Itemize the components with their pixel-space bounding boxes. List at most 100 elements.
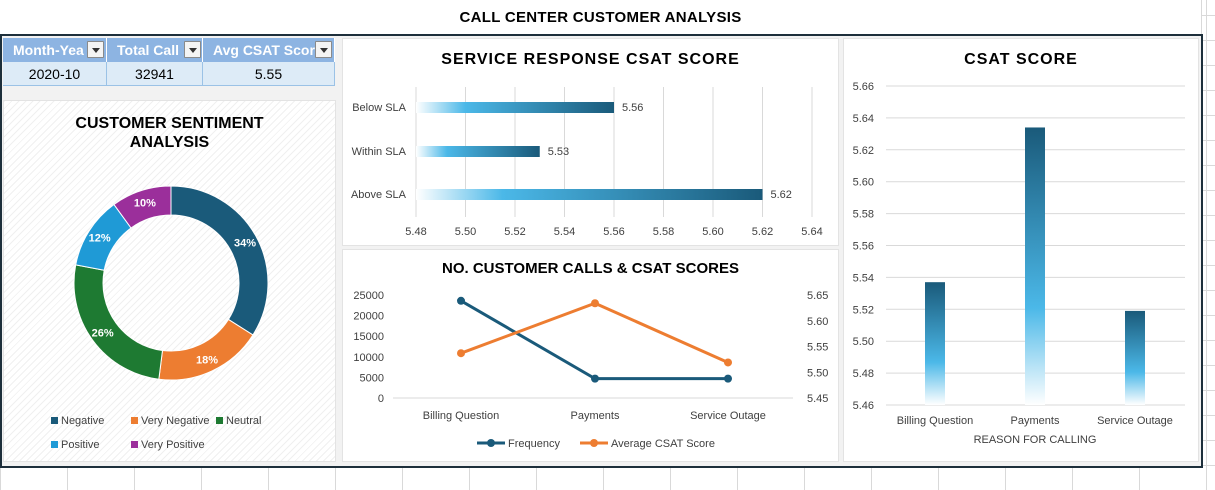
calls-csat-title: NO. CUSTOMER CALLS & CSAT SCORES	[442, 260, 739, 277]
legend-marker	[487, 439, 495, 447]
pivot-header-total-calls-label: Total Call	[117, 42, 179, 58]
pivot-cell-avg-csat[interactable]: 5.55	[203, 62, 335, 86]
legend-label: Very Positive	[141, 439, 205, 451]
legend-marker	[590, 439, 598, 447]
bar	[416, 189, 763, 200]
filter-dropdown-icon[interactable]	[184, 41, 201, 58]
data-point	[591, 299, 599, 308]
legend-label: Very Negative	[141, 415, 209, 427]
calls-csat-chart: 25000 20000 15000 10000 5000 0 5.65 5.60 5.55 5.5…	[353, 290, 828, 450]
y-left-tick-label: 10000	[353, 352, 384, 364]
donut-data-label: 34%	[234, 237, 256, 249]
legend-label: Positive	[61, 439, 100, 451]
y-tick-label: 5.48	[853, 368, 874, 380]
bar	[1025, 127, 1045, 405]
filter-dropdown-icon[interactable]	[315, 41, 332, 58]
legend-label: Neutral	[226, 415, 261, 427]
legend-label: Average CSAT Score	[611, 438, 715, 450]
pivot-cell-month[interactable]: 2020-10	[3, 62, 107, 86]
csat-score-panel: CSAT SCORE 5.66 5.64 5.62 5.60 5.58 5.56 5.54 5…	[843, 38, 1199, 462]
sentiment-title-line-2: ANALYSIS	[129, 134, 210, 151]
donut-data-label: 10%	[134, 198, 156, 210]
service-response-panel: SERVICE RESPONSE CSAT SCORE 5.48 5.50 5.52…	[342, 38, 839, 246]
filter-dropdown-icon[interactable]	[87, 41, 104, 58]
y-left-tick-label: 0	[378, 393, 384, 405]
pivot-header-month[interactable]: Month-Yea	[3, 38, 107, 62]
y-category-label: Below SLA	[352, 102, 406, 114]
data-point	[457, 349, 465, 358]
bar	[925, 282, 945, 405]
x-tick-label: 5.50	[455, 226, 476, 238]
donut-slice-very-positive	[113, 185, 172, 229]
y-right-tick-label: 5.55	[807, 342, 828, 354]
y-tick-label: 5.56	[853, 241, 874, 253]
y-right-tick-label: 5.50	[807, 367, 828, 379]
data-point	[591, 374, 599, 383]
legend-label: Negative	[61, 415, 104, 427]
x-tick-label: 5.60	[702, 226, 723, 238]
csat-score-chart: 5.66 5.64 5.62 5.60 5.58 5.56 5.54 5.52 5.50 5.48…	[853, 81, 1185, 446]
y-tick-label: 5.52	[853, 304, 874, 316]
bar	[416, 102, 614, 113]
y-category-label: Within SLA	[352, 146, 407, 158]
series-line-average-csat-score	[460, 301, 729, 364]
y-tick-label: 5.50	[853, 336, 874, 348]
legend-label: Frequency	[508, 438, 560, 450]
x-tick-label: 5.54	[554, 226, 575, 238]
y-left-tick-label: 5000	[360, 372, 384, 384]
y-tick-label: 5.60	[853, 177, 874, 189]
donut-slice-neutral	[73, 264, 164, 380]
x-category-label: Service Outage	[690, 410, 766, 422]
x-tick-label: 5.62	[752, 226, 773, 238]
y-tick-label: 5.46	[853, 400, 874, 412]
x-tick-label: 5.64	[801, 226, 822, 238]
x-category-label: Billing Question	[897, 415, 973, 427]
data-point	[457, 296, 465, 305]
pivot-header-avg-csat[interactable]: Avg CSAT Scor	[203, 38, 335, 62]
pivot-cell-total-calls[interactable]: 32941	[107, 62, 203, 86]
legend-marker	[51, 417, 58, 424]
y-right-tick-label: 5.60	[807, 316, 828, 328]
y-left-tick-label: 20000	[353, 311, 384, 323]
pivot-header-month-label: Month-Yea	[13, 42, 84, 58]
y-tick-label: 5.64	[853, 113, 874, 125]
x-tick-label: 5.56	[603, 226, 624, 238]
page-title: CALL CENTER CUSTOMER ANALYSIS	[0, 0, 1202, 34]
data-label: 5.62	[771, 189, 792, 201]
donut-data-label: 26%	[92, 328, 114, 340]
donut-slice-negative	[170, 185, 269, 336]
x-category-label: Billing Question	[423, 410, 499, 422]
bar	[1125, 310, 1145, 405]
y-right-tick-label: 5.65	[807, 290, 828, 302]
data-point	[724, 374, 732, 383]
x-tick-label: 5.52	[504, 226, 525, 238]
y-tick-label: 5.62	[853, 145, 874, 157]
legend-marker	[51, 441, 58, 448]
donut-data-label: 18%	[196, 354, 218, 366]
y-left-tick-label: 15000	[353, 331, 384, 343]
data-label: 5.56	[622, 102, 643, 114]
service-response-chart: 5.48 5.50 5.52 5.54 5.56 5.58 5.60 5.62 5.64 Belo…	[351, 87, 823, 238]
data-point	[724, 358, 732, 367]
x-category-label: Service Outage	[1097, 415, 1173, 427]
donut-data-label: 12%	[89, 233, 111, 245]
donut-slice-very-negative	[158, 318, 254, 381]
pivot-header-total-calls[interactable]: Total Call	[107, 38, 203, 62]
sentiment-title: CUSTOMER SENTIMENT ANALYSIS	[4, 114, 335, 152]
legend-marker	[131, 417, 138, 424]
x-tick-label: 5.48	[405, 226, 426, 238]
sentiment-title-line-1: CUSTOMER SENTIMENT	[75, 115, 264, 132]
calls-csat-panel: NO. CUSTOMER CALLS & CSAT SCORES 25000 20…	[342, 249, 839, 462]
y-tick-label: 5.58	[853, 209, 874, 221]
data-label: 5.53	[548, 146, 569, 158]
x-category-label: Payments	[1011, 415, 1060, 427]
x-category-label: Payments	[571, 410, 620, 422]
y-tick-label: 5.66	[853, 81, 874, 93]
x-tick-label: 5.58	[653, 226, 674, 238]
x-axis-title: REASON FOR CALLING	[974, 434, 1097, 446]
csat-score-title: CSAT SCORE	[964, 51, 1078, 68]
legend-marker	[216, 417, 223, 424]
y-tick-label: 5.54	[853, 272, 874, 284]
sentiment-donut-chart: 34% 18% 26% 12% 10% Negative Very Negative Neut…	[51, 185, 269, 451]
y-left-tick-label: 25000	[353, 290, 384, 302]
